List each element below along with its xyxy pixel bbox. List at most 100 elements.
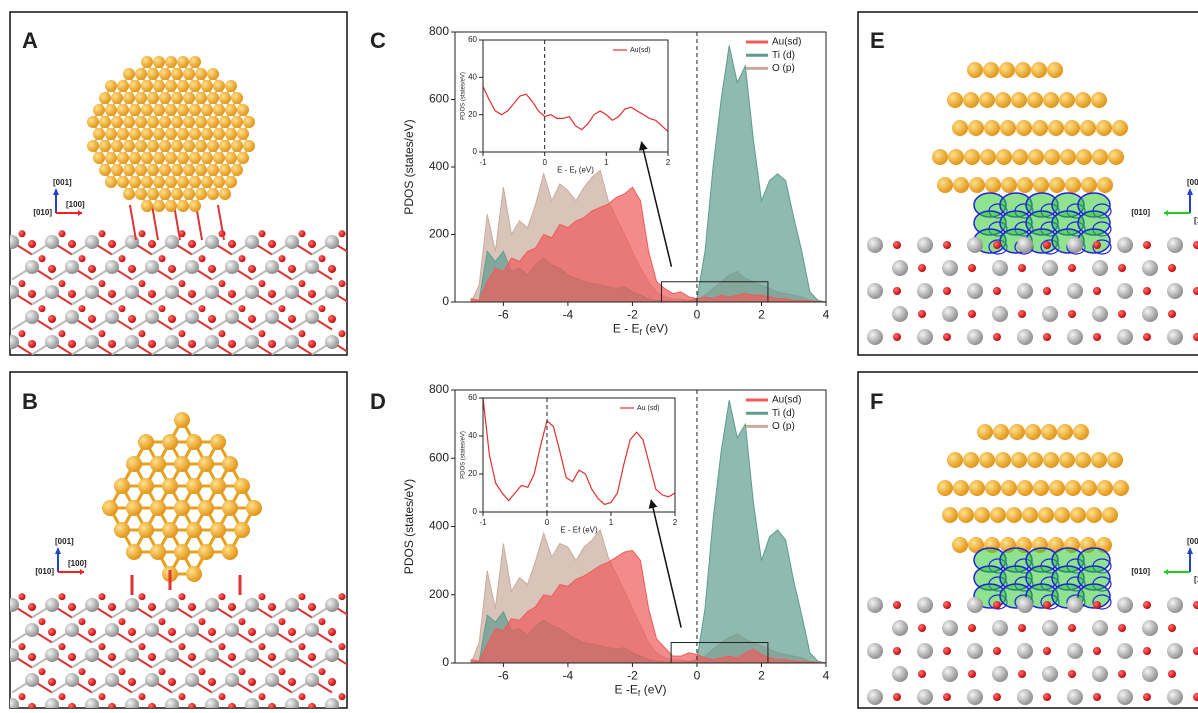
ti-atom bbox=[1142, 306, 1158, 322]
ti-atom bbox=[225, 260, 239, 274]
x-tick-label: 0 bbox=[694, 307, 701, 321]
o-atom bbox=[298, 593, 306, 601]
o-atom bbox=[1193, 693, 1198, 701]
o-atom bbox=[188, 703, 196, 708]
axis-arrow bbox=[1164, 569, 1168, 575]
ti-atom bbox=[917, 643, 933, 659]
au-atom bbox=[153, 176, 165, 188]
o-atom bbox=[308, 240, 316, 248]
o-atom bbox=[268, 703, 276, 708]
o-atom bbox=[258, 280, 266, 288]
y-axis-label: PDOS (states/eV) bbox=[461, 72, 467, 120]
ti-atom bbox=[205, 285, 219, 299]
au-atom bbox=[213, 176, 225, 188]
o-atom bbox=[228, 240, 236, 248]
ti-atom bbox=[917, 283, 933, 299]
au-atom bbox=[126, 500, 142, 516]
au-atom bbox=[195, 68, 207, 80]
au-atom bbox=[207, 116, 219, 128]
au-atom bbox=[968, 120, 984, 136]
o-atom bbox=[1118, 264, 1126, 272]
o-atom bbox=[128, 265, 136, 273]
au-atom bbox=[135, 116, 147, 128]
o-atom bbox=[68, 240, 76, 248]
o-atom bbox=[118, 255, 126, 263]
o-atom bbox=[328, 265, 336, 273]
ti-atom bbox=[225, 673, 239, 687]
au-atom bbox=[234, 478, 250, 494]
ti-atom bbox=[65, 673, 79, 687]
au-atom bbox=[237, 152, 249, 164]
o-atom bbox=[993, 601, 1001, 609]
ti-atom bbox=[992, 306, 1008, 322]
ti-atom bbox=[1167, 597, 1183, 613]
au-atom bbox=[147, 68, 159, 80]
au-atom bbox=[195, 140, 207, 152]
ti-atom bbox=[867, 237, 883, 253]
ti-atom bbox=[265, 623, 279, 637]
o-atom bbox=[158, 255, 166, 263]
ti-atom bbox=[867, 283, 883, 299]
x-tick-label: -4 bbox=[563, 668, 574, 682]
au-atom bbox=[171, 116, 183, 128]
au-atom bbox=[195, 188, 207, 200]
au-atom bbox=[111, 164, 123, 176]
au-atom bbox=[231, 140, 243, 152]
o-atom bbox=[238, 618, 246, 626]
o-atom bbox=[1168, 670, 1176, 678]
o-atom bbox=[88, 265, 96, 273]
o-atom bbox=[248, 628, 256, 636]
o-atom bbox=[258, 643, 266, 651]
au-atom bbox=[1057, 424, 1073, 440]
au-atom bbox=[1054, 507, 1070, 523]
ti-atom bbox=[25, 673, 39, 687]
o-atom bbox=[893, 601, 901, 609]
ti-atom bbox=[65, 310, 79, 324]
au-atom bbox=[159, 164, 171, 176]
structure: [001] [010] [100] bbox=[867, 62, 1198, 345]
au-atom bbox=[213, 128, 225, 140]
ti-atom bbox=[917, 689, 933, 705]
au-atom bbox=[1001, 480, 1017, 496]
o-atom bbox=[338, 230, 346, 238]
au-atom bbox=[969, 177, 985, 193]
au-atom bbox=[123, 92, 135, 104]
au-atom bbox=[1000, 120, 1016, 136]
au-atom bbox=[1081, 177, 1097, 193]
au-atom bbox=[165, 80, 177, 92]
au-atom bbox=[165, 128, 177, 140]
line-series bbox=[482, 86, 669, 132]
ti-atom bbox=[45, 598, 59, 612]
o-atom bbox=[228, 703, 236, 708]
o-atom bbox=[943, 333, 951, 341]
charge-density bbox=[1077, 583, 1111, 609]
au-atom bbox=[177, 104, 189, 116]
o-atom bbox=[248, 315, 256, 323]
panel-label: F bbox=[870, 389, 883, 414]
o-atom bbox=[308, 653, 316, 661]
au-atom bbox=[1027, 92, 1043, 108]
au-atom bbox=[1043, 452, 1059, 468]
ti-atom bbox=[205, 335, 219, 349]
au-atom bbox=[117, 176, 129, 188]
au-atom bbox=[165, 56, 177, 68]
o-atom bbox=[48, 265, 56, 273]
au-atom bbox=[150, 500, 166, 516]
ti-atom bbox=[45, 698, 59, 708]
o-atom bbox=[1093, 647, 1101, 655]
ti-atom bbox=[205, 598, 219, 612]
au-atom bbox=[947, 92, 963, 108]
panel-label: A bbox=[22, 28, 38, 53]
ti-atom bbox=[1092, 620, 1108, 636]
au-atom bbox=[123, 188, 135, 200]
o-atom bbox=[1093, 287, 1101, 295]
au-atom bbox=[210, 522, 226, 538]
o-atom bbox=[218, 593, 226, 601]
ti-atom bbox=[10, 598, 19, 612]
au-atom bbox=[135, 140, 147, 152]
ti-atom bbox=[305, 310, 319, 324]
ti-atom bbox=[1167, 237, 1183, 253]
o-atom bbox=[128, 678, 136, 686]
au-atom bbox=[1075, 92, 1091, 108]
y-tick-label: 400 bbox=[429, 159, 449, 173]
